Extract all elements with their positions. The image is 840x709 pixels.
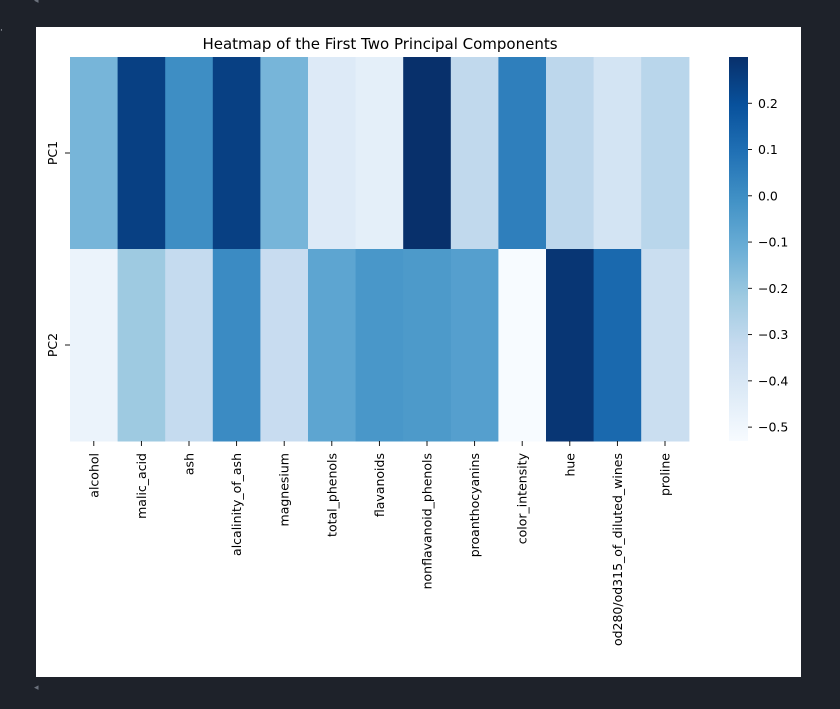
heatmap-cell-PC1-magnesium	[260, 57, 309, 250]
colorbar-tick-label-3: −0.1	[758, 235, 788, 250]
heatmap-cells	[70, 57, 690, 442]
chart-title: Heatmap of the First Two Principal Compo…	[202, 35, 557, 53]
heatmap-cell-PC2-proanthocyanins	[450, 249, 499, 442]
heatmap-cell-PC1-color_intensity	[498, 57, 547, 250]
colorbar-tick-label-6: −0.4	[758, 373, 788, 388]
colorbar-tick-label-0: 0.2	[758, 96, 778, 111]
column-label-color_intensity: color_intensity	[515, 452, 530, 544]
heatmap-cell-PC1-alcohol	[70, 57, 119, 250]
column-labels: alcohol malic_acid ash alcalinity_of_ash mag…	[86, 441, 673, 646]
heatmap-cell-PC1-od280/od315_of_diluted_wines	[593, 57, 642, 250]
window-corner-mark-top: ◂	[34, 0, 39, 6]
colorbar-tick-label-5: −0.3	[758, 327, 788, 342]
colorbar	[729, 57, 748, 441]
heatmap-cell-PC2-magnesium	[260, 249, 309, 442]
column-label-od280/od315_of_diluted_wines: od280/od315_of_diluted_wines	[610, 453, 625, 646]
column-label-total_phenols: total_phenols	[324, 453, 339, 537]
window-corner-mark-bottom: ◂	[34, 683, 39, 693]
colorbar-ticks: 0.2 0.1 0.0 −0.1 −0.2 −0.3 −0.4 −0.5	[748, 96, 788, 435]
heatmap-cell-PC1-malic_acid	[117, 57, 166, 250]
column-label-hue: hue	[562, 453, 577, 477]
column-label-alcalinity_of_ash: alcalinity_of_ash	[229, 453, 244, 556]
heatmap-cell-PC1-hue	[546, 57, 595, 250]
column-label-nonflavanoid_phenols: nonflavanoid_phenols	[420, 453, 435, 589]
heatmap-cell-PC2-ash	[165, 249, 214, 442]
column-label-magnesium: magnesium	[277, 453, 292, 526]
heatmap-cell-PC1-ash	[165, 57, 214, 250]
heatmap-cell-PC1-flavanoids	[355, 57, 404, 250]
heatmap-cell-PC2-malic_acid	[117, 249, 166, 442]
heatmap-cell-PC2-color_intensity	[498, 249, 547, 442]
window-edge-dot: ·	[0, 26, 3, 36]
heatmap-cell-PC2-alcalinity_of_ash	[212, 249, 261, 442]
row-labels: PC1 PC2	[45, 141, 70, 357]
colorbar-tick-label-4: −0.2	[758, 281, 788, 296]
heatmap-cell-PC1-proline	[641, 57, 690, 250]
column-label-malic_acid: malic_acid	[134, 453, 149, 519]
column-label-ash: ash	[182, 453, 197, 475]
column-label-alcohol: alcohol	[86, 453, 101, 498]
row-label-PC2: PC2	[45, 333, 60, 357]
colorbar-tick-label-2: 0.0	[758, 188, 778, 203]
colorbar-tick-label-7: −0.5	[758, 420, 788, 435]
heatmap-cell-PC2-total_phenols	[308, 249, 357, 442]
column-label-proline: proline	[658, 453, 673, 496]
heatmap-cell-PC1-nonflavanoid_phenols	[403, 57, 452, 250]
heatmap-cell-PC2-od280/od315_of_diluted_wines	[593, 249, 642, 442]
heatmap-cell-PC2-nonflavanoid_phenols	[403, 249, 452, 442]
colorbar-gradient	[729, 57, 748, 441]
heatmap-cell-PC1-proanthocyanins	[450, 57, 499, 250]
heatmap-cell-PC2-hue	[546, 249, 595, 442]
colorbar-tick-label-1: 0.1	[758, 142, 778, 157]
heatmap-cell-PC2-alcohol	[70, 249, 119, 442]
column-label-proanthocyanins: proanthocyanins	[467, 453, 482, 557]
heatmap-cell-PC1-total_phenols	[308, 57, 357, 250]
heatmap-cell-PC2-proline	[641, 249, 690, 442]
row-label-PC1: PC1	[45, 141, 60, 165]
column-label-flavanoids: flavanoids	[372, 453, 387, 517]
heatmap-cell-PC2-flavanoids	[355, 249, 404, 442]
heatmap-cell-PC1-alcalinity_of_ash	[212, 57, 261, 250]
